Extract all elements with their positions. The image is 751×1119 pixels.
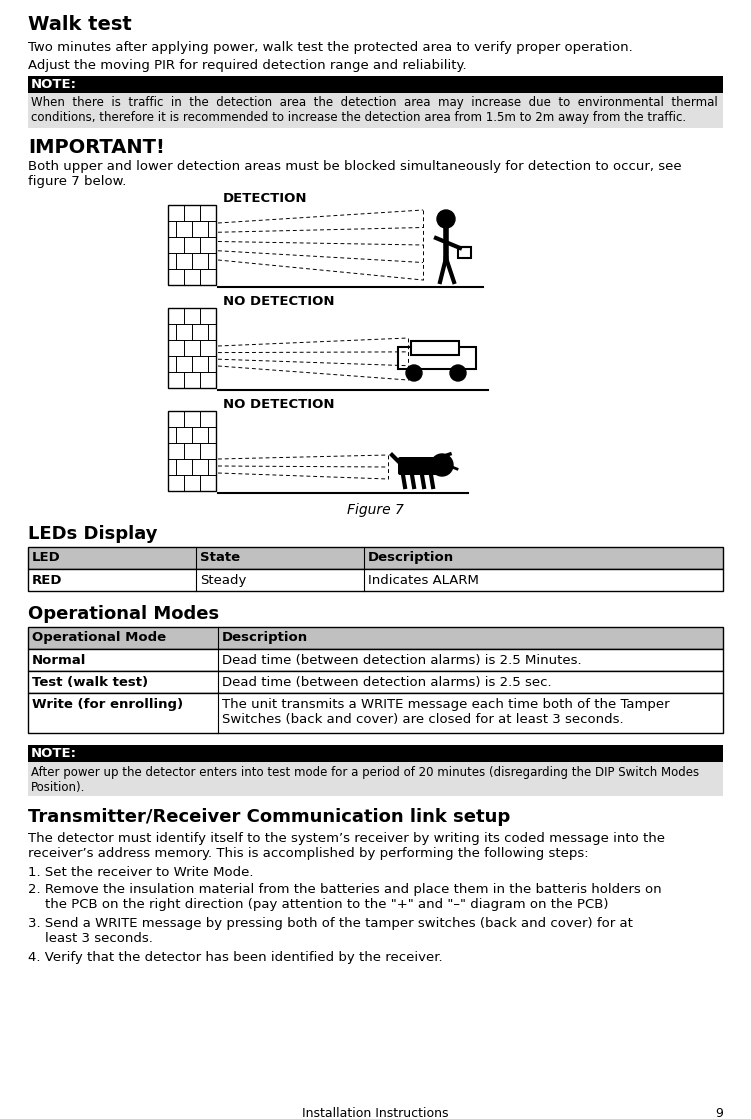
- Text: Figure 7: Figure 7: [347, 504, 404, 517]
- Text: NOTE:: NOTE:: [31, 747, 77, 760]
- Text: The unit transmits a WRITE message each time both of the Tamper
Switches (back a: The unit transmits a WRITE message each …: [222, 698, 670, 726]
- Text: Adjust the moving PIR for required detection range and reliability.: Adjust the moving PIR for required detec…: [28, 59, 466, 72]
- Text: 2. Remove the insulation material from the batteries and place them in the batte: 2. Remove the insulation material from t…: [28, 883, 662, 911]
- Bar: [398, 347, 476, 369]
- Text: 1. Set the receiver to Write Mode.: 1. Set the receiver to Write Mode.: [28, 866, 254, 880]
- Text: Two minutes after applying power, walk test the protected area to verify proper : Two minutes after applying power, walk t…: [28, 41, 633, 54]
- Text: Operational Mode: Operational Mode: [32, 631, 166, 645]
- Bar: [168, 308, 216, 388]
- Circle shape: [450, 365, 466, 380]
- Text: Test (walk test): Test (walk test): [32, 676, 148, 689]
- Circle shape: [437, 210, 455, 228]
- Circle shape: [431, 454, 453, 476]
- Text: 9: 9: [715, 1107, 723, 1119]
- Text: RED: RED: [32, 574, 62, 587]
- Bar: [28, 693, 723, 733]
- Text: Steady: Steady: [200, 574, 246, 587]
- Bar: [28, 93, 723, 128]
- Bar: [168, 205, 216, 285]
- Text: Dead time (between detection alarms) is 2.5 sec.: Dead time (between detection alarms) is …: [222, 676, 552, 689]
- Text: Both upper and lower detection areas must be blocked simultaneously for detectio: Both upper and lower detection areas mus…: [28, 160, 682, 188]
- Text: Dead time (between detection alarms) is 2.5 Minutes.: Dead time (between detection alarms) is …: [222, 653, 581, 667]
- FancyBboxPatch shape: [398, 457, 440, 474]
- Text: Indicates ALARM: Indicates ALARM: [368, 574, 479, 587]
- Bar: [28, 568, 723, 591]
- Bar: [28, 762, 723, 796]
- Text: LEDs Display: LEDs Display: [28, 525, 158, 543]
- Text: State: State: [200, 551, 240, 564]
- Text: Transmitter/Receiver Communication link setup: Transmitter/Receiver Communication link …: [28, 808, 510, 826]
- Bar: [28, 649, 723, 671]
- Text: DETECTION: DETECTION: [223, 192, 307, 205]
- Text: Write (for enrolling): Write (for enrolling): [32, 698, 183, 711]
- Text: Description: Description: [368, 551, 454, 564]
- Bar: [28, 671, 723, 693]
- Bar: [28, 76, 723, 93]
- Text: LED: LED: [32, 551, 61, 564]
- Text: Normal: Normal: [32, 653, 86, 667]
- Bar: [168, 411, 216, 491]
- Text: Installation Instructions: Installation Instructions: [302, 1107, 449, 1119]
- Text: NO DETECTION: NO DETECTION: [223, 295, 334, 308]
- Text: Description: Description: [222, 631, 308, 645]
- Bar: [28, 547, 723, 568]
- Text: IMPORTANT!: IMPORTANT!: [28, 138, 165, 157]
- Text: Walk test: Walk test: [28, 15, 131, 34]
- Text: 4. Verify that the detector has been identified by the receiver.: 4. Verify that the detector has been ide…: [28, 951, 442, 963]
- Bar: [28, 627, 723, 649]
- Bar: [28, 745, 723, 762]
- Text: NO DETECTION: NO DETECTION: [223, 398, 334, 411]
- Bar: [458, 247, 471, 258]
- Bar: [411, 341, 459, 355]
- Text: 3. Send a WRITE message by pressing both of the tamper switches (back and cover): 3. Send a WRITE message by pressing both…: [28, 916, 633, 946]
- Text: When  there  is  traffic  in  the  detection  area  the  detection  area  may  i: When there is traffic in the detection a…: [31, 96, 718, 124]
- Text: After power up the detector enters into test mode for a period of 20 minutes (di: After power up the detector enters into …: [31, 767, 699, 794]
- Text: The detector must identify itself to the system’s receiver by writing its coded : The detector must identify itself to the…: [28, 833, 665, 861]
- Text: Operational Modes: Operational Modes: [28, 605, 219, 623]
- Circle shape: [406, 365, 422, 380]
- Text: NOTE:: NOTE:: [31, 78, 77, 91]
